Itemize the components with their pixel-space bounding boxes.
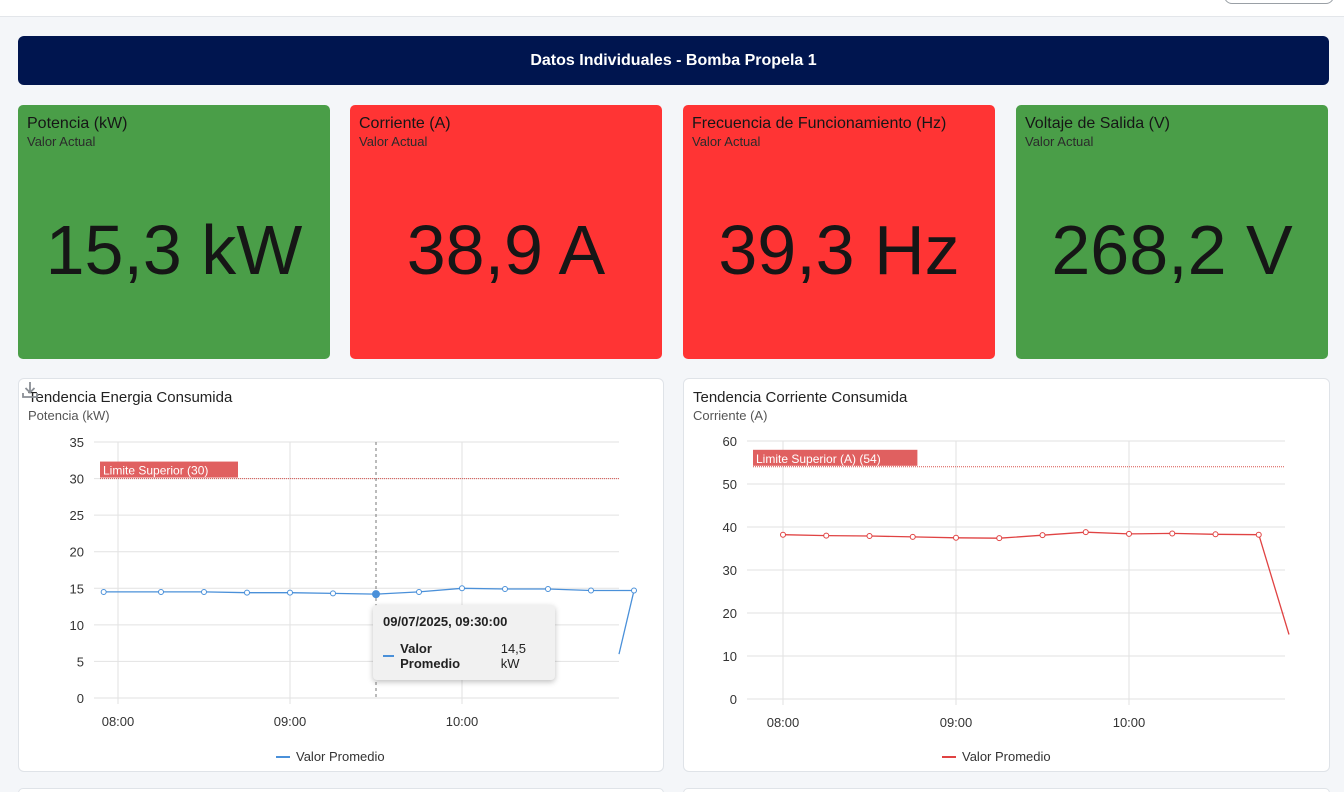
legend-swatch (942, 755, 956, 758)
series-line (103, 587, 635, 655)
x-tick-label: 08:00 (767, 715, 800, 730)
y-tick-label: 5 (77, 654, 84, 669)
data-point (502, 586, 508, 593)
current-chart-panel: Tendencia Corriente Consumida Corriente … (683, 378, 1330, 772)
data-point (631, 587, 637, 594)
tooltip-row: Valor Promedio 14,5 kW (383, 641, 545, 671)
y-tick-label: 10 (70, 618, 84, 633)
data-point (1255, 531, 1262, 538)
energy-chart: 0 5 10 15 20 25 30 35 08:00 09:00 10:00 Limite Supe… (70, 435, 637, 729)
y-tick-label: 25 (70, 508, 84, 523)
kpi-title: Voltaje de Salida (V) (1025, 115, 1170, 132)
kpi-title: Corriente (A) (359, 115, 451, 132)
kpi-subtitle: Valor Actual (692, 134, 761, 149)
kpi-value: 38,9 A (406, 211, 606, 289)
y-tick-label: 30 (70, 472, 84, 487)
data-point (372, 590, 380, 599)
legend-label: Valor Promedio (296, 749, 385, 764)
data-point (588, 587, 594, 594)
next-panel (18, 788, 664, 792)
download-icon[interactable] (19, 379, 41, 401)
chart-legend[interactable]: Valor Promedio (942, 749, 1051, 764)
y-tick-label: 35 (70, 435, 84, 450)
tooltip-title: 09/07/2025, 09:30:00 (383, 614, 508, 629)
next-panel (683, 788, 1330, 792)
y-tick-label: 0 (77, 691, 84, 706)
data-point (330, 590, 336, 597)
y-tick-label: 40 (723, 520, 737, 535)
kpi-title: Potencia (kW) (27, 115, 128, 132)
threshold-label-bg (100, 461, 238, 478)
data-point (416, 588, 422, 595)
kpi-subtitle: Valor Actual (1025, 134, 1094, 149)
chart-subtitle: Corriente (A) (693, 408, 768, 423)
data-point (823, 532, 830, 539)
y-tick-label: 30 (723, 563, 737, 578)
data-point (545, 586, 551, 593)
data-point (909, 533, 916, 540)
x-tick-label: 10:00 (1113, 715, 1146, 730)
top-bar (0, 0, 1344, 17)
x-tick-label: 09:00 (940, 715, 973, 730)
energy-chart-panel: Tendencia Energia Consumida Potencia (kW… (18, 378, 664, 772)
data-point (459, 585, 465, 592)
y-tick-label: 0 (730, 692, 737, 707)
legend-swatch (276, 755, 290, 758)
y-tick-label: 50 (723, 477, 737, 492)
kpi-title: Frecuencia de Funcionamiento (Hz) (692, 115, 947, 132)
current-chart: 0 10 20 30 40 50 60 08:00 09:00 10:00 Limite Super… (723, 434, 1290, 730)
y-tick-label: 15 (70, 581, 84, 596)
tooltip-series: Valor Promedio (400, 641, 461, 671)
top-control[interactable] (1224, 0, 1334, 4)
threshold-label: Limite Superior (30) (103, 464, 208, 478)
x-tick-label: 08:00 (102, 714, 135, 729)
data-point (1169, 530, 1176, 537)
data-point (1082, 529, 1089, 536)
data-point (780, 531, 786, 538)
data-point (866, 533, 873, 540)
tooltip-value: 14,5 kW (500, 641, 527, 671)
data-point (1126, 530, 1132, 537)
y-tick-label: 10 (723, 649, 737, 664)
data-point (1212, 531, 1219, 538)
data-point (244, 589, 250, 596)
chart-title: Tendencia Corriente Consumida (693, 389, 908, 406)
kpi-card-potencia: Potencia (kW) Valor Actual 15,3 kW (18, 105, 330, 359)
page-title: Datos Individuales - Bomba Propela 1 (18, 36, 1329, 85)
kpi-card-voltaje: Voltaje de Salida (V) Valor Actual 268,2… (1016, 105, 1328, 359)
x-tick-label: 10:00 (446, 714, 479, 729)
chart-tooltip: 09/07/2025, 09:30:00 Valor Promedio 14,5… (373, 605, 555, 680)
chart-legend[interactable]: Valor Promedio (276, 749, 385, 764)
data-point (158, 588, 164, 595)
y-tick-label: 60 (723, 434, 737, 449)
kpi-card-frecuencia: Frecuencia de Funcionamiento (Hz) Valor … (683, 105, 995, 359)
tooltip-swatch (383, 655, 395, 657)
threshold-label: Limite Superior (A) (54) (756, 452, 881, 466)
data-point (100, 588, 107, 595)
data-point (201, 588, 207, 595)
x-tick-label: 09:00 (274, 714, 307, 729)
kpi-subtitle: Valor Actual (359, 134, 428, 149)
threshold-label-bg (753, 449, 918, 466)
kpi-card-corriente: Corriente (A) Valor Actual 38,9 A (350, 105, 662, 359)
data-point (996, 535, 1003, 542)
data-point (287, 589, 293, 596)
series-line (782, 531, 1290, 635)
data-point (953, 534, 959, 541)
y-tick-label: 20 (723, 606, 737, 621)
y-tick-label: 20 (70, 545, 84, 560)
kpi-value: 15,3 kW (45, 211, 303, 289)
kpi-value: 268,2 V (1051, 211, 1293, 289)
kpi-subtitle: Valor Actual (27, 134, 96, 149)
legend-label: Valor Promedio (962, 749, 1051, 764)
data-point (1039, 532, 1046, 539)
chart-subtitle: Potencia (kW) (28, 408, 110, 423)
chart-title: Tendencia Energia Consumida (28, 389, 233, 406)
kpi-value: 39,3 Hz (718, 211, 960, 289)
